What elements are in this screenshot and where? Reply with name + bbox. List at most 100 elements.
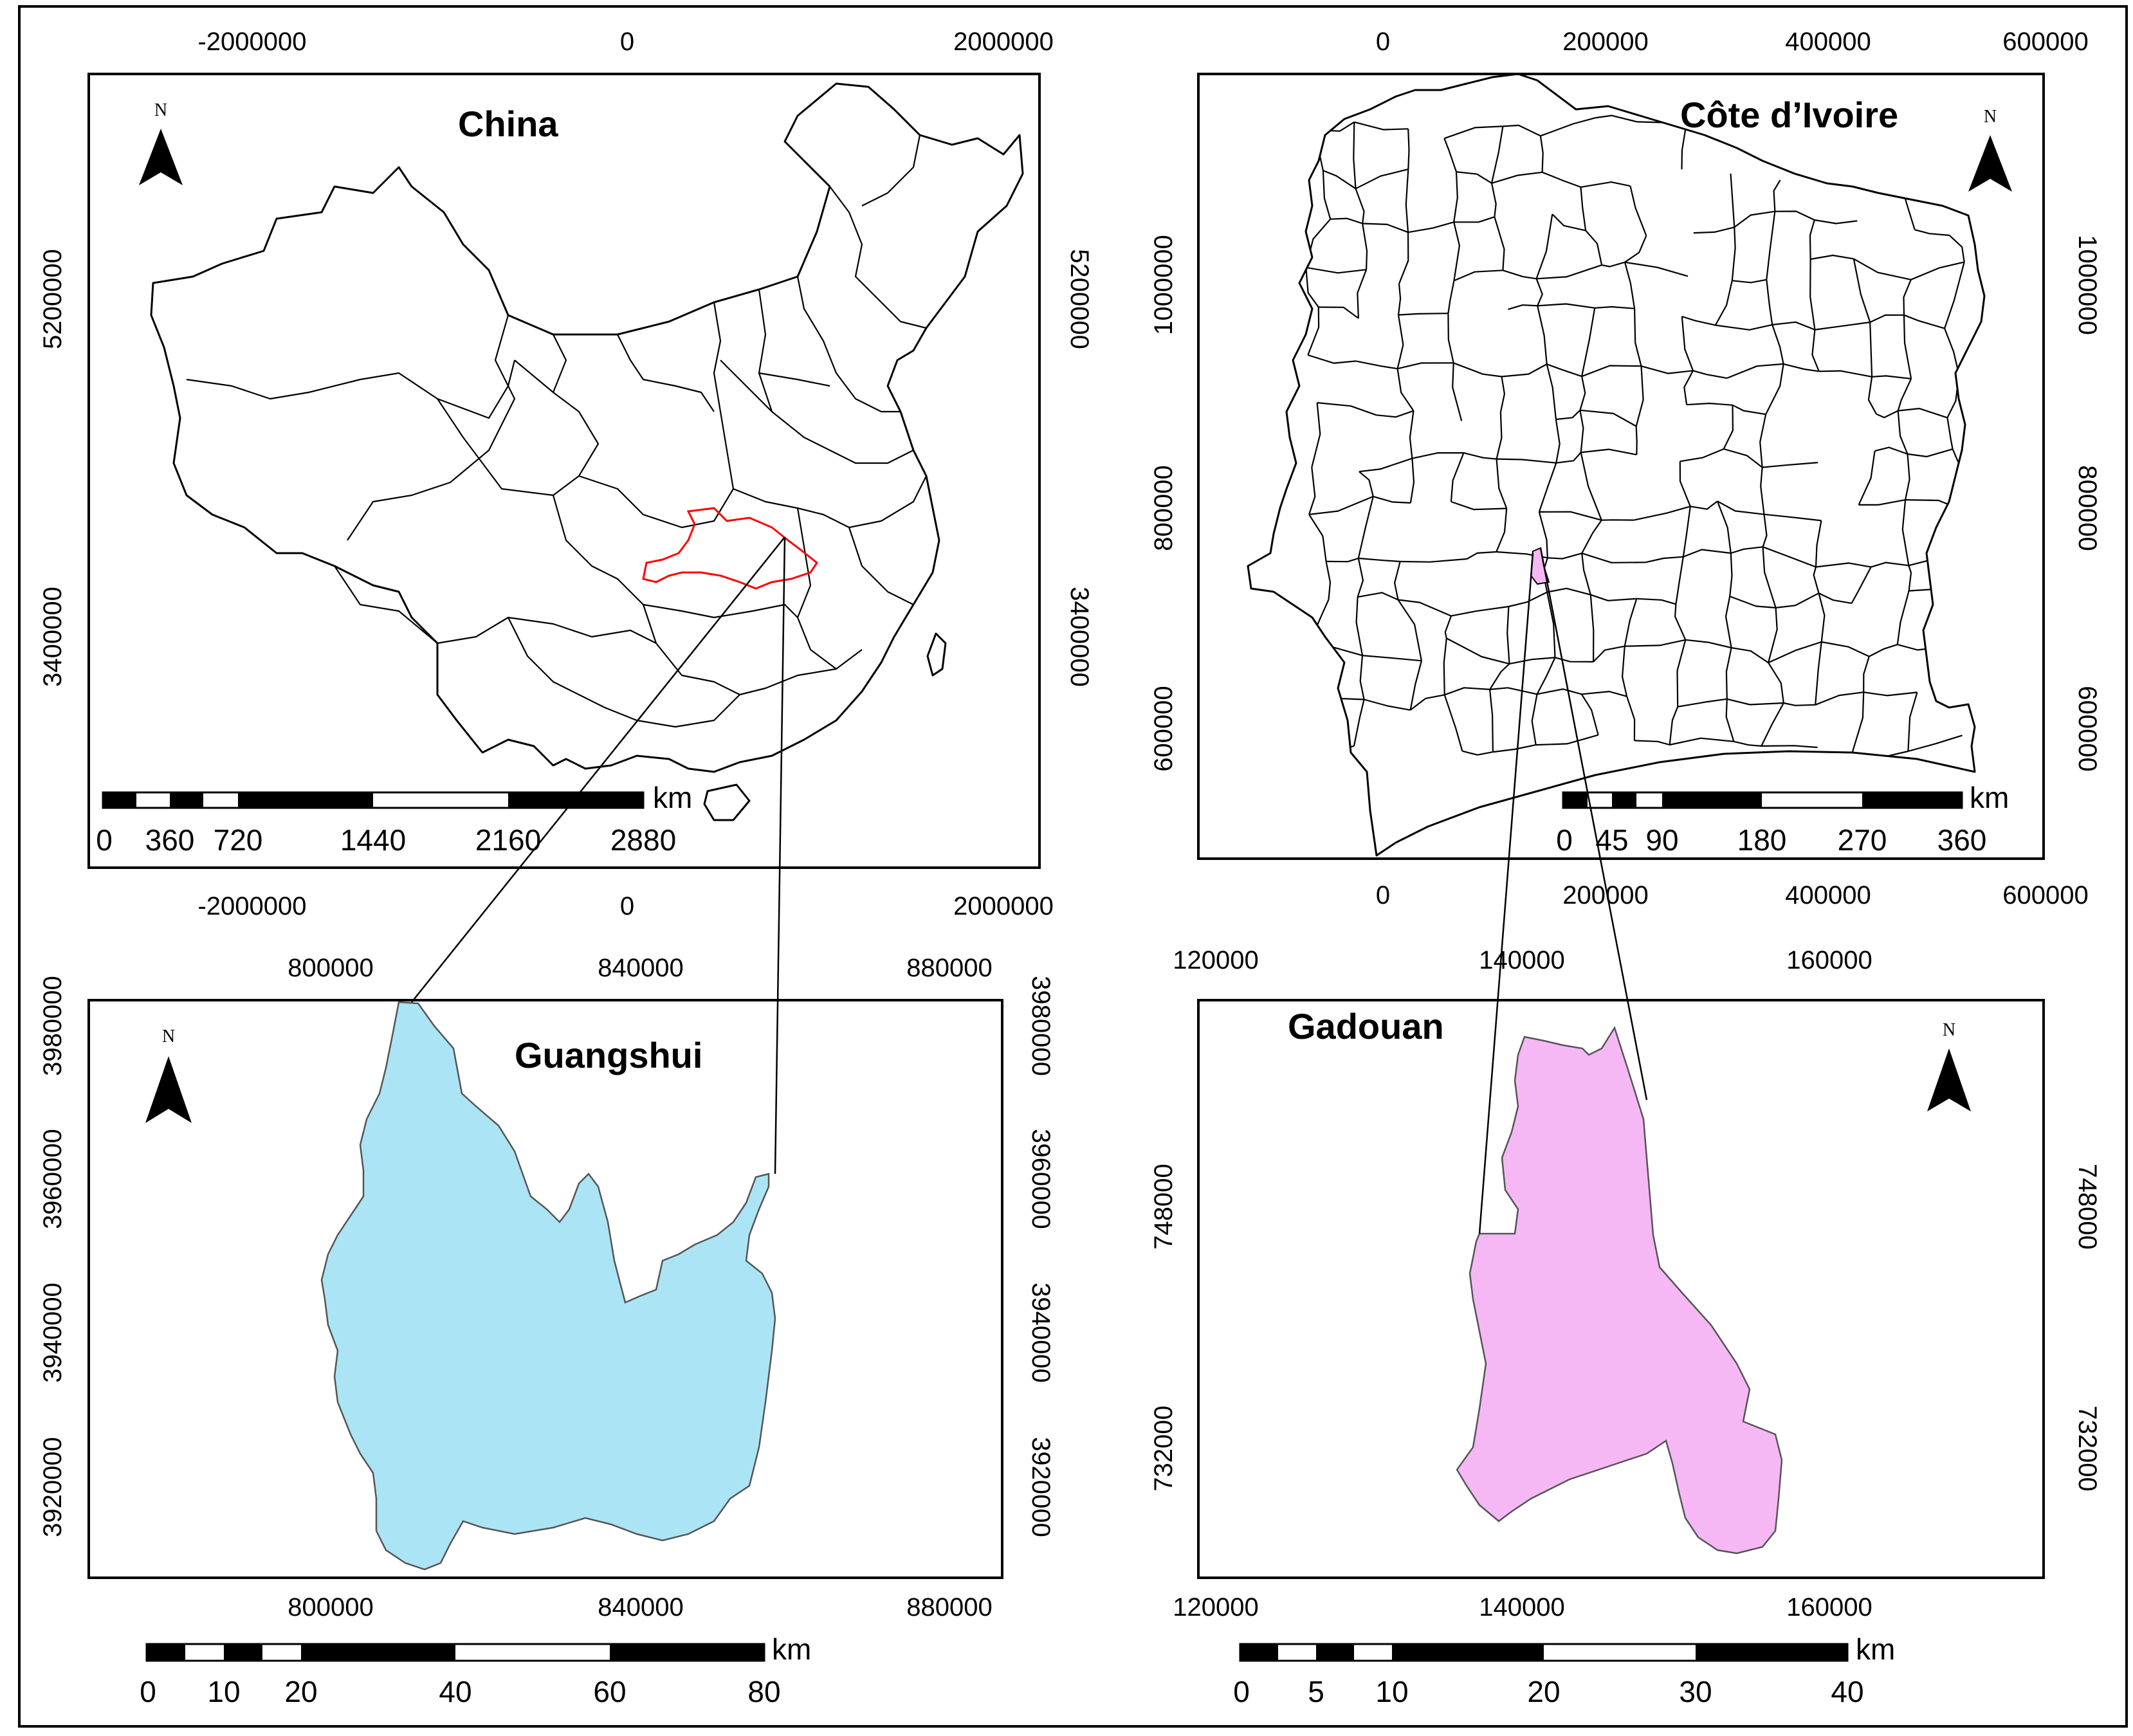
department-boundary — [1625, 599, 1637, 646]
department-boundary — [1680, 449, 1724, 461]
gadouan-area — [1457, 1028, 1782, 1553]
department-boundary — [1726, 699, 1734, 742]
department-boundary — [1357, 597, 1362, 655]
guangshui-scale-label: 10 — [207, 1675, 240, 1708]
guangshui-right-tick: 3960000 — [1027, 1129, 1055, 1229]
cote-graticule — [1369, 271, 2060, 743]
department-boundary — [1684, 370, 1693, 405]
china-outline — [151, 84, 1023, 772]
department-boundary — [1555, 657, 1594, 662]
department-boundary — [1954, 130, 1960, 180]
guangshui-left-tick: 3920000 — [39, 1437, 67, 1537]
department-boundary — [1362, 655, 1422, 661]
department-boundary — [1898, 591, 1909, 645]
cote-north-arrow-icon: N — [1968, 107, 2012, 192]
department-boundary — [1490, 690, 1493, 752]
department-boundary — [1326, 558, 1359, 562]
gadouan-top-tick: 160000 — [1786, 946, 1872, 974]
guangshui-scale-unit: km — [772, 1632, 811, 1666]
department-boundary — [1309, 468, 1315, 515]
department-boundary — [1716, 325, 1772, 330]
department-boundary — [1908, 449, 1953, 457]
guangshui-scale-label: 60 — [593, 1675, 626, 1708]
china-left-tick: 5200000 — [39, 249, 67, 349]
cote-top-tick: 200000 — [1562, 28, 1648, 56]
department-boundary — [1326, 562, 1330, 599]
department-boundary — [1676, 557, 1683, 605]
department-boundary — [1357, 270, 1366, 318]
department-boundary — [1727, 699, 1784, 705]
department-boundary — [1537, 214, 1553, 279]
department-boundary — [1537, 306, 1547, 364]
gadouan-top-tick: 140000 — [1479, 946, 1564, 974]
cote-scale-label: 45 — [1595, 823, 1628, 857]
gadouan-scale-label: 5 — [1308, 1675, 1324, 1708]
department-boundary — [1945, 262, 1964, 328]
department-boundary — [1490, 688, 1537, 694]
department-boundary — [1492, 172, 1543, 183]
department-boundary — [1730, 596, 1775, 608]
department-boundary — [1760, 414, 1766, 467]
guangshui-bottom-tick: 880000 — [906, 1593, 992, 1622]
department-boundary — [1634, 506, 1690, 520]
department-boundary — [1774, 180, 1781, 212]
department-boundary — [1852, 567, 1871, 603]
department-boundary — [1678, 699, 1727, 707]
department-boundary — [1683, 506, 1690, 556]
department-boundary — [1451, 607, 1508, 616]
guangshui-north-arrow-icon: N — [145, 1027, 192, 1123]
department-boundary — [1859, 451, 1875, 505]
department-boundary — [1317, 403, 1377, 415]
department-boundary — [1854, 259, 1911, 279]
department-boundary — [1537, 279, 1543, 306]
department-boundary — [1373, 497, 1411, 503]
china-north-arrow-icon: N — [139, 100, 183, 185]
department-boundary — [1815, 642, 1822, 705]
north-label: N — [1984, 107, 1997, 127]
department-boundary — [1908, 735, 1962, 751]
department-boundary — [1763, 515, 1767, 547]
china-top-tick: -2000000 — [197, 28, 306, 56]
department-boundary — [1503, 125, 1541, 136]
china-title: China — [458, 104, 558, 144]
department-boundary — [1399, 232, 1408, 284]
department-boundary — [1898, 644, 1946, 650]
department-boundary — [1548, 553, 1582, 558]
cote-top-tick: 600000 — [2002, 28, 2088, 56]
department-boundary — [1946, 593, 1959, 646]
department-boundary — [1541, 118, 1596, 136]
cote-scale-label: 90 — [1645, 823, 1678, 857]
gadouan-bottom-tick: 120000 — [1173, 1593, 1258, 1622]
department-boundary — [1784, 364, 1819, 371]
cote-left-tick: 1000000 — [1149, 235, 1178, 335]
gadouan-left-tick: 748000 — [1149, 1164, 1178, 1249]
department-boundary — [1503, 270, 1536, 279]
china-right-tick: 5200000 — [1065, 249, 1094, 349]
guangshui-left-tick: 3940000 — [39, 1283, 67, 1383]
guangshui-left-tick: 3960000 — [39, 1129, 67, 1229]
gadouan-scale-label: 10 — [1375, 1675, 1408, 1708]
department-boundary — [1582, 366, 1641, 377]
department-boundary — [1732, 227, 1735, 280]
department-boundary — [1308, 307, 1319, 356]
department-boundary — [1730, 553, 1732, 596]
department-boundary — [1761, 745, 1817, 747]
guangshui-right-tick: 3940000 — [1027, 1283, 1055, 1383]
department-boundary — [1454, 222, 1460, 280]
cote-scale-label: 0 — [1556, 823, 1573, 857]
department-boundary — [1731, 174, 1735, 227]
gadouan-scale-label: 40 — [1831, 1675, 1863, 1708]
leader-line — [775, 537, 785, 1174]
department-boundary — [1448, 280, 1454, 313]
department-boundary — [1631, 186, 1647, 235]
department-boundary — [1398, 369, 1414, 411]
guangshui-top-tick: 800000 — [288, 954, 373, 982]
department-boundary — [1330, 219, 1362, 224]
department-boundary — [1775, 212, 1815, 221]
department-boundary — [1898, 174, 1915, 230]
department-boundary — [1766, 280, 1772, 325]
department-boundary — [1581, 182, 1631, 187]
guangshui-top-tick: 880000 — [906, 954, 992, 982]
department-boundary — [1898, 411, 1908, 454]
department-boundary — [1670, 738, 1734, 745]
